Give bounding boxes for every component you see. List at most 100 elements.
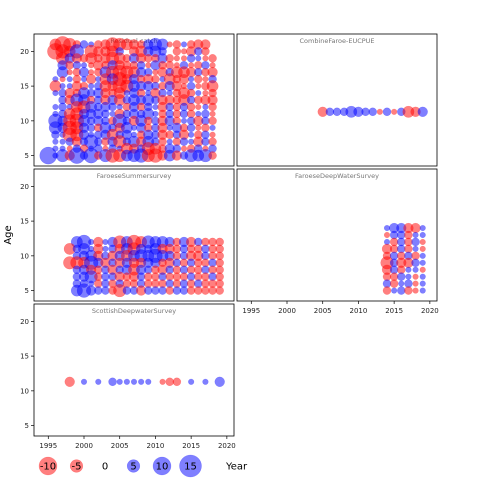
bubble-point — [172, 377, 182, 387]
bubble-point — [201, 47, 210, 56]
bubble-point — [208, 286, 217, 295]
bubble-point — [195, 103, 202, 111]
bubble-point — [102, 245, 109, 252]
x-tick-label: 2010 — [147, 442, 165, 450]
x-tick-label: 2005 — [314, 307, 332, 315]
bubble-point — [158, 286, 167, 295]
legend-bubble — [179, 454, 202, 478]
bubble-point — [165, 130, 174, 140]
legend-bubble — [152, 456, 172, 476]
bubble-point — [116, 378, 123, 385]
bubble-point — [202, 76, 209, 83]
legend-label: 15 — [184, 462, 197, 473]
bubble-point — [86, 123, 96, 133]
bubble-point — [144, 54, 153, 63]
panel-frame — [236, 33, 438, 167]
y-axis-label: Age — [3, 225, 14, 244]
bubble-point — [173, 55, 180, 62]
bubble-point — [389, 279, 399, 288]
y-tick-label: 10 — [20, 387, 29, 395]
bubble-point — [188, 131, 195, 138]
x-tick-label: 2000 — [278, 307, 296, 315]
y-tick-label: 10 — [20, 117, 29, 125]
y-tick-label: 5 — [25, 422, 29, 430]
panel-title: ScottishDeepwaterSurvey — [92, 307, 176, 315]
bubble-point — [419, 280, 426, 287]
panel-title: CombineFaroe-EUCPUE — [299, 37, 374, 45]
bubble-point — [208, 151, 217, 160]
bubble-point — [88, 83, 95, 90]
bubble-point — [59, 138, 66, 145]
bubble-point — [208, 116, 217, 126]
bubble-point — [194, 47, 203, 56]
x-axis-label: Year — [225, 462, 248, 473]
bubble-point — [80, 378, 88, 385]
bubble-point — [138, 378, 145, 385]
bubble-point — [202, 55, 209, 62]
bubble-point — [383, 231, 391, 239]
bubble-point — [180, 117, 188, 124]
bubble-point — [188, 378, 195, 385]
bubble-point — [179, 137, 189, 146]
legend-label: 10 — [156, 462, 169, 473]
bubble-point — [94, 286, 103, 295]
bubble-point — [412, 280, 419, 287]
y-tick-label: 15 — [20, 83, 29, 91]
legend-bubble — [69, 459, 84, 473]
bubble-point — [332, 107, 342, 117]
legend: -10 -5 0 5 10 15 Year — [38, 454, 248, 478]
bubble-point — [376, 108, 383, 115]
bubble-point — [412, 273, 419, 280]
bubble-point — [405, 273, 412, 280]
bubble-point — [194, 286, 203, 295]
bubble-point — [417, 106, 428, 117]
bubble-point — [214, 376, 225, 387]
bubble-point — [195, 55, 202, 62]
bubble-point — [52, 138, 59, 145]
bubble-point — [123, 378, 130, 385]
bubble-point — [412, 266, 419, 273]
bubble-point — [65, 60, 74, 70]
bubble-point — [405, 266, 412, 273]
panel-3: FaroeseSummersurvey 5 10 15 20 — [20, 168, 235, 302]
bubble-point — [382, 107, 392, 117]
bubble-point — [165, 286, 174, 295]
bubble-point — [201, 286, 210, 295]
bubble-point — [152, 110, 159, 117]
x-tick-label: 1995 — [39, 442, 57, 450]
panel-4: FaroeseDeepWaterSurvey 1995 2000 2005 2010 20… — [236, 168, 439, 315]
bubble-point — [186, 286, 196, 295]
bubble-point — [194, 74, 203, 84]
bubble-point — [130, 378, 138, 385]
bubble-point — [419, 287, 426, 294]
bubble-point — [186, 123, 196, 133]
bubble-point — [202, 378, 209, 385]
x-tick-label: 2000 — [75, 442, 93, 450]
y-tick-label: 5 — [25, 287, 29, 295]
bubble-point — [411, 258, 420, 268]
bubble-point — [412, 245, 419, 252]
y-tick-label: 20 — [20, 183, 29, 191]
bubble-point — [391, 287, 398, 294]
bubble-point — [180, 145, 188, 152]
bubble-point — [66, 76, 73, 83]
bubble-point — [195, 83, 202, 90]
x-tick-label: 2015 — [385, 307, 403, 315]
legend-bubble — [38, 456, 58, 476]
panel-1: Residual catch5101520 — [20, 33, 235, 167]
bubble-point — [361, 107, 370, 117]
bubble-point — [159, 378, 166, 385]
bubble-point — [66, 69, 73, 76]
bubble-point — [209, 124, 216, 131]
bubble-point — [145, 378, 152, 385]
bubble-point — [397, 286, 406, 295]
bubble-point — [209, 110, 216, 117]
bubble-point — [410, 222, 421, 234]
bubble-point — [419, 273, 426, 280]
bubble-point — [419, 245, 426, 252]
bubble-point — [186, 54, 196, 63]
bubble-point — [151, 286, 160, 295]
bubble-point — [419, 266, 426, 273]
bubble-point — [419, 259, 426, 266]
bubble-point — [201, 137, 210, 146]
